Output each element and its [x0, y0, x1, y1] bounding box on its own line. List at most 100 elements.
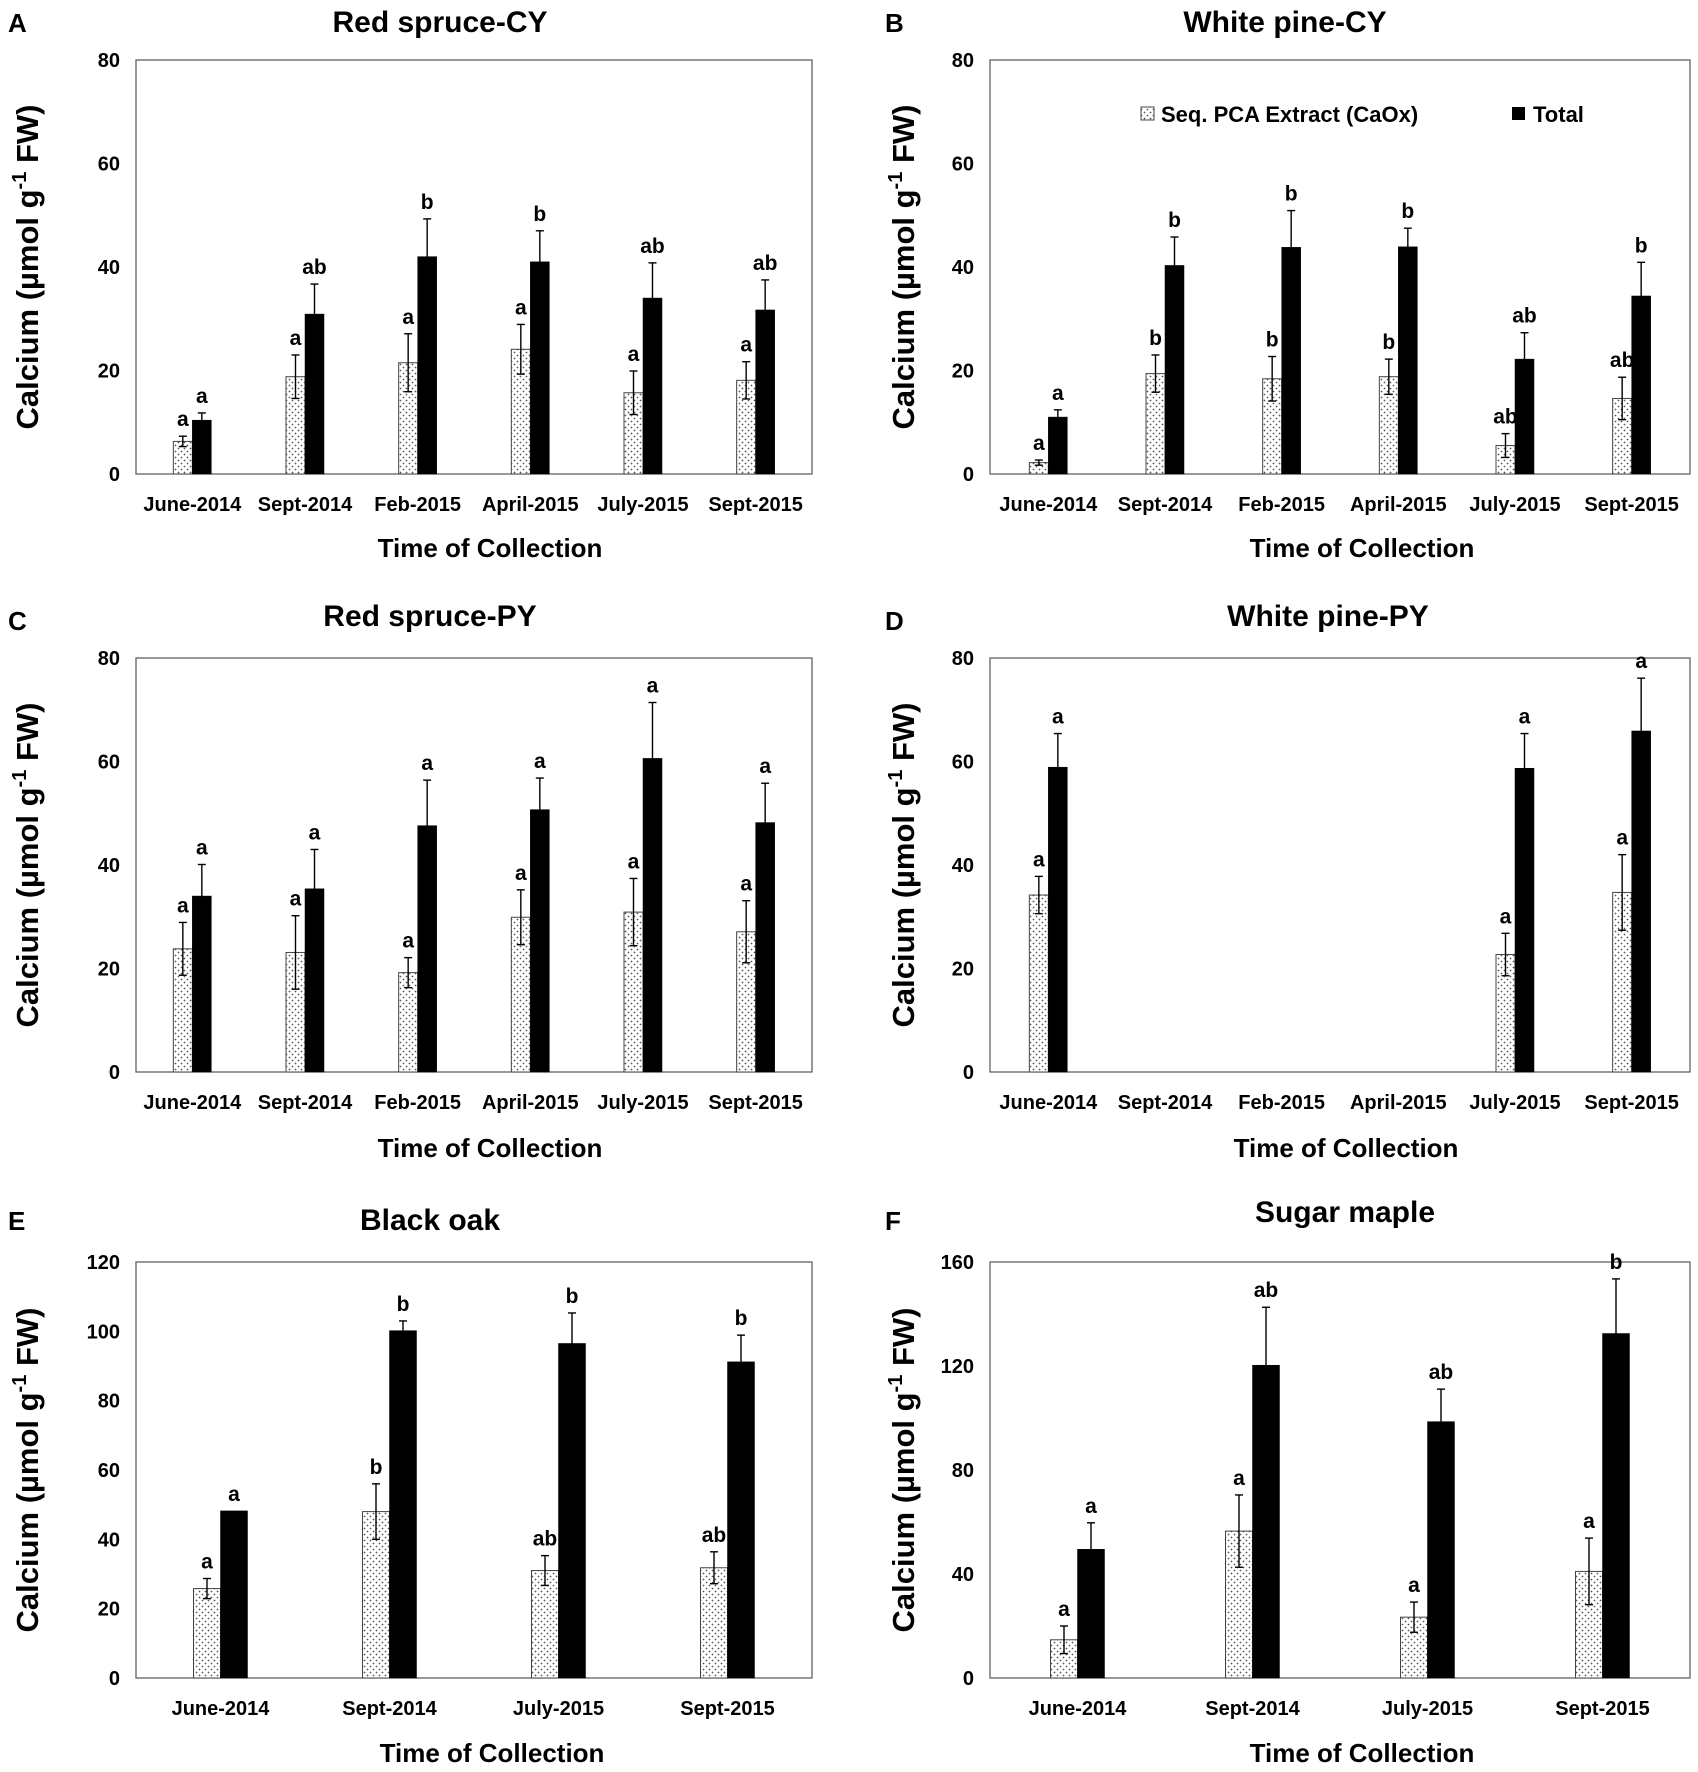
bar-total	[1514, 767, 1535, 1073]
y-label-main: Calcium (µmol g	[886, 189, 921, 429]
significance-label: b	[1401, 200, 1414, 223]
significance-label: b	[370, 1456, 383, 1479]
y-label-tail: FW)	[10, 703, 45, 770]
panel-e: E Black oak 0 20 40 60 80 100 120 Calcium (µmol g…	[8, 1204, 813, 1768]
y-tick-label: 80	[952, 50, 974, 72]
bar-total	[417, 256, 437, 475]
y-tick-label: 40	[952, 1564, 974, 1586]
panel-c: C Red spruce-PY 0 20 40 60 80 Calcium (µmol g-1…	[8, 600, 813, 1163]
y-label-tail: FW)	[886, 1308, 921, 1375]
y-tick-label: 0	[963, 1668, 974, 1690]
significance-label: a	[1583, 1510, 1595, 1533]
y-tick-label: 20	[952, 361, 974, 383]
y-tick-label: 60	[98, 1460, 120, 1482]
panel-b: B White pine-CY 0 20 40 60 80 Calcium (µmol g-1…	[885, 6, 1691, 563]
x-category-label: April-2015	[1350, 1092, 1447, 1114]
significance-label: ab	[302, 256, 327, 279]
y-tick-label: 60	[952, 752, 974, 774]
significance-label: b	[421, 191, 434, 214]
legend-label-extract: Seq. PCA Extract (CaOx)	[1161, 102, 1418, 127]
x-category-label: Sept-2014	[342, 1698, 437, 1720]
bar-total	[1631, 730, 1651, 1073]
panel-letter: C	[8, 606, 27, 636]
significance-label: b	[1635, 234, 1648, 257]
x-category-label: Sept-2014	[258, 1092, 353, 1114]
y-tick-label: 160	[941, 1252, 974, 1274]
bar-total	[530, 809, 550, 1073]
y-tick-label: 80	[952, 1460, 974, 1482]
y-label-superscript: -1	[885, 1375, 907, 1393]
significance-label: a	[1635, 650, 1647, 673]
bar-total	[192, 895, 212, 1073]
y-label-superscript: -1	[9, 1375, 31, 1393]
bar-total	[1252, 1364, 1280, 1679]
legend: Seq. PCA Extract (CaOx) Total	[1140, 102, 1584, 127]
bar-total	[1048, 766, 1068, 1073]
significance-label: b	[735, 1307, 748, 1330]
x-category-label: Sept-2015	[1555, 1698, 1650, 1720]
legend-swatch-total	[1512, 107, 1525, 120]
significance-label: a	[759, 755, 771, 778]
legend-label-total: Total	[1533, 102, 1584, 127]
significance-label: b	[1285, 183, 1298, 206]
x-category-label: April-2015	[482, 494, 579, 516]
x-category-label: Feb-2015	[374, 494, 461, 516]
panel-title: White pine-CY	[1183, 6, 1386, 39]
y-tick-label: 60	[98, 154, 120, 176]
bar-total	[642, 758, 663, 1073]
significance-label: a	[1052, 382, 1064, 405]
panel-title: Red spruce-PY	[323, 600, 536, 633]
significance-label: ab	[753, 252, 778, 275]
y-tick-label: 80	[952, 648, 974, 670]
significance-label: a	[1033, 848, 1045, 871]
y-tick-label: 0	[109, 1668, 120, 1690]
significance-label: b	[566, 1285, 579, 1308]
y-label-main: Calcium (µmol g	[886, 787, 921, 1027]
significance-label: a	[290, 888, 302, 911]
plot-frame	[989, 59, 1691, 475]
significance-label: b	[397, 1293, 410, 1316]
x-category-label: July-2015	[597, 494, 688, 516]
significance-label: b	[1266, 329, 1279, 352]
y-tick-label: 0	[963, 464, 974, 486]
bar-total	[1281, 247, 1301, 475]
panel-title: White pine-PY	[1227, 600, 1429, 633]
y-tick-label: 100	[87, 1321, 120, 1343]
significance-label: a	[534, 750, 546, 773]
x-axis-label: Time of Collection	[380, 1738, 605, 1768]
y-label-superscript: -1	[885, 770, 907, 788]
bar-total	[1048, 416, 1068, 475]
significance-label: ab	[1493, 406, 1518, 429]
bar-extract	[1028, 894, 1049, 1073]
significance-label: a	[1033, 432, 1045, 455]
bar-total	[1602, 1333, 1630, 1679]
significance-label: a	[647, 675, 659, 698]
y-label-tail: FW)	[10, 105, 45, 172]
bar-total	[1077, 1549, 1105, 1679]
bar-total	[727, 1361, 755, 1679]
panel-letter: F	[885, 1206, 901, 1236]
x-category-label: April-2015	[1350, 494, 1447, 516]
x-category-label: Sept-2015	[708, 494, 803, 516]
y-label-main: Calcium (µmol g	[10, 189, 45, 429]
y-tick-label: 120	[87, 1252, 120, 1274]
bar-total	[1164, 265, 1185, 475]
y-tick-label: 40	[952, 855, 974, 877]
significance-label: ab	[702, 1524, 727, 1547]
x-category-label: June-2014	[1029, 1698, 1128, 1720]
bar-total	[304, 313, 325, 475]
panel-a: A Red spruce-CY 0 20 40 60 80 Calcium (µmol g-1…	[8, 6, 813, 563]
y-tick-label: 40	[98, 257, 120, 279]
panel-letter: E	[8, 1206, 25, 1236]
bar-total	[642, 297, 663, 475]
significance-label: a	[1408, 1574, 1420, 1597]
significance-label: a	[740, 873, 752, 896]
x-category-label: July-2015	[597, 1092, 688, 1114]
bar-total	[755, 309, 775, 475]
panel-f: F Sugar maple 0 40 80 120 160 Calcium (µmol g-1…	[885, 1196, 1691, 1768]
y-tick-label: 20	[98, 1599, 120, 1621]
significance-label: a	[177, 894, 189, 917]
x-category-label: Sept-2015	[708, 1092, 803, 1114]
x-category-label: Sept-2014	[1118, 1092, 1213, 1114]
y-label-superscript: -1	[9, 770, 31, 788]
